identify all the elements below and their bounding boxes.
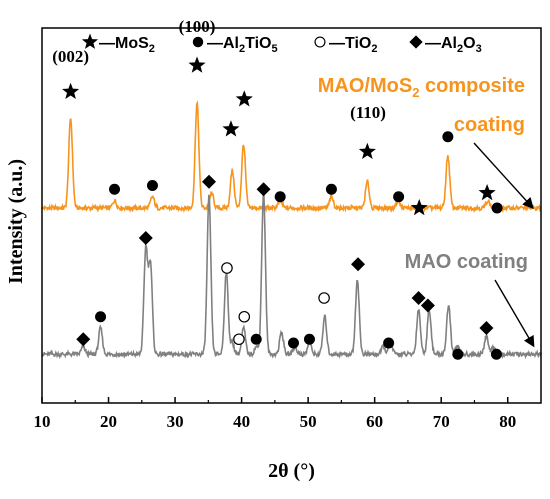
diamond-marker — [138, 231, 153, 245]
star-marker — [235, 90, 253, 107]
dot-marker — [287, 337, 299, 349]
circle-marker — [233, 333, 245, 346]
x-axis-label: 2θ (°) — [268, 460, 315, 482]
x-tick-label: 30 — [167, 412, 184, 431]
series-label-mao: MAO coating — [405, 251, 528, 273]
arrow-composite — [473, 142, 534, 210]
star-marker — [81, 33, 99, 49]
arrow-mao — [494, 279, 535, 348]
plot-frame — [41, 27, 542, 404]
dot-marker — [325, 183, 337, 195]
circle-marker — [238, 310, 251, 323]
dot-marker — [491, 202, 503, 214]
peak-label: (002) — [52, 47, 89, 66]
legend: —MoS2 —Al2TiO5 —TiO2 —Al2O3 — [81, 33, 482, 55]
diamond-marker — [479, 321, 494, 335]
diamond-marker — [76, 332, 91, 347]
star-marker — [62, 82, 80, 100]
legend-label: —Al2O3 — [425, 35, 482, 55]
circle-marker — [314, 36, 326, 48]
diamond-marker — [351, 257, 366, 272]
axes: 10 20 30 40 50 60 70 80 — [34, 27, 542, 431]
dot-marker — [109, 183, 121, 195]
series-line — [41, 192, 542, 360]
dot-marker — [146, 180, 158, 191]
plot-area: (002) (100) (110) MAO/MoS2 composite coating… — [41, 17, 542, 360]
dot-marker — [452, 348, 464, 360]
peak-label: (110) — [350, 103, 386, 122]
diamond-marker — [409, 35, 423, 49]
x-tick-label: 20 — [100, 412, 117, 431]
series-label-composite-line2: coating — [454, 114, 525, 136]
dot-marker — [250, 333, 262, 345]
circle-marker — [221, 262, 233, 274]
circle-marker — [318, 292, 330, 304]
star-marker — [222, 120, 240, 137]
dot-marker — [490, 348, 502, 360]
diamond-marker — [256, 182, 271, 197]
dot-marker — [303, 333, 315, 345]
dot-marker — [393, 191, 405, 203]
star-marker — [188, 56, 206, 73]
x-tick-label: 10 — [34, 412, 51, 431]
diamond-marker — [420, 298, 435, 313]
star-marker — [410, 199, 428, 216]
diamond-marker — [411, 291, 426, 305]
legend-label: —MoS2 — [99, 35, 155, 55]
dot-marker — [95, 311, 107, 323]
y-axis-label: Intensity (a.u.) — [5, 159, 27, 284]
dot-marker — [274, 191, 286, 203]
series-label-composite: MAO/MoS2 composite — [318, 75, 525, 100]
dot-marker — [442, 131, 454, 143]
x-tick-label: 50 — [300, 412, 317, 431]
x-tick-label: 80 — [499, 412, 516, 431]
x-tick-label: 60 — [366, 412, 383, 431]
star-marker — [358, 142, 376, 160]
dot-marker — [192, 36, 204, 48]
dot-marker — [383, 337, 395, 349]
x-tick-label: 70 — [433, 412, 450, 431]
legend-label: —Al2TiO5 — [207, 35, 278, 55]
peak-label: (100) — [179, 17, 216, 36]
star-marker — [478, 184, 496, 201]
diamond-marker — [201, 174, 216, 189]
series-line — [41, 100, 542, 214]
x-tick-label: 40 — [233, 412, 250, 431]
legend-label: —TiO2 — [329, 35, 378, 55]
